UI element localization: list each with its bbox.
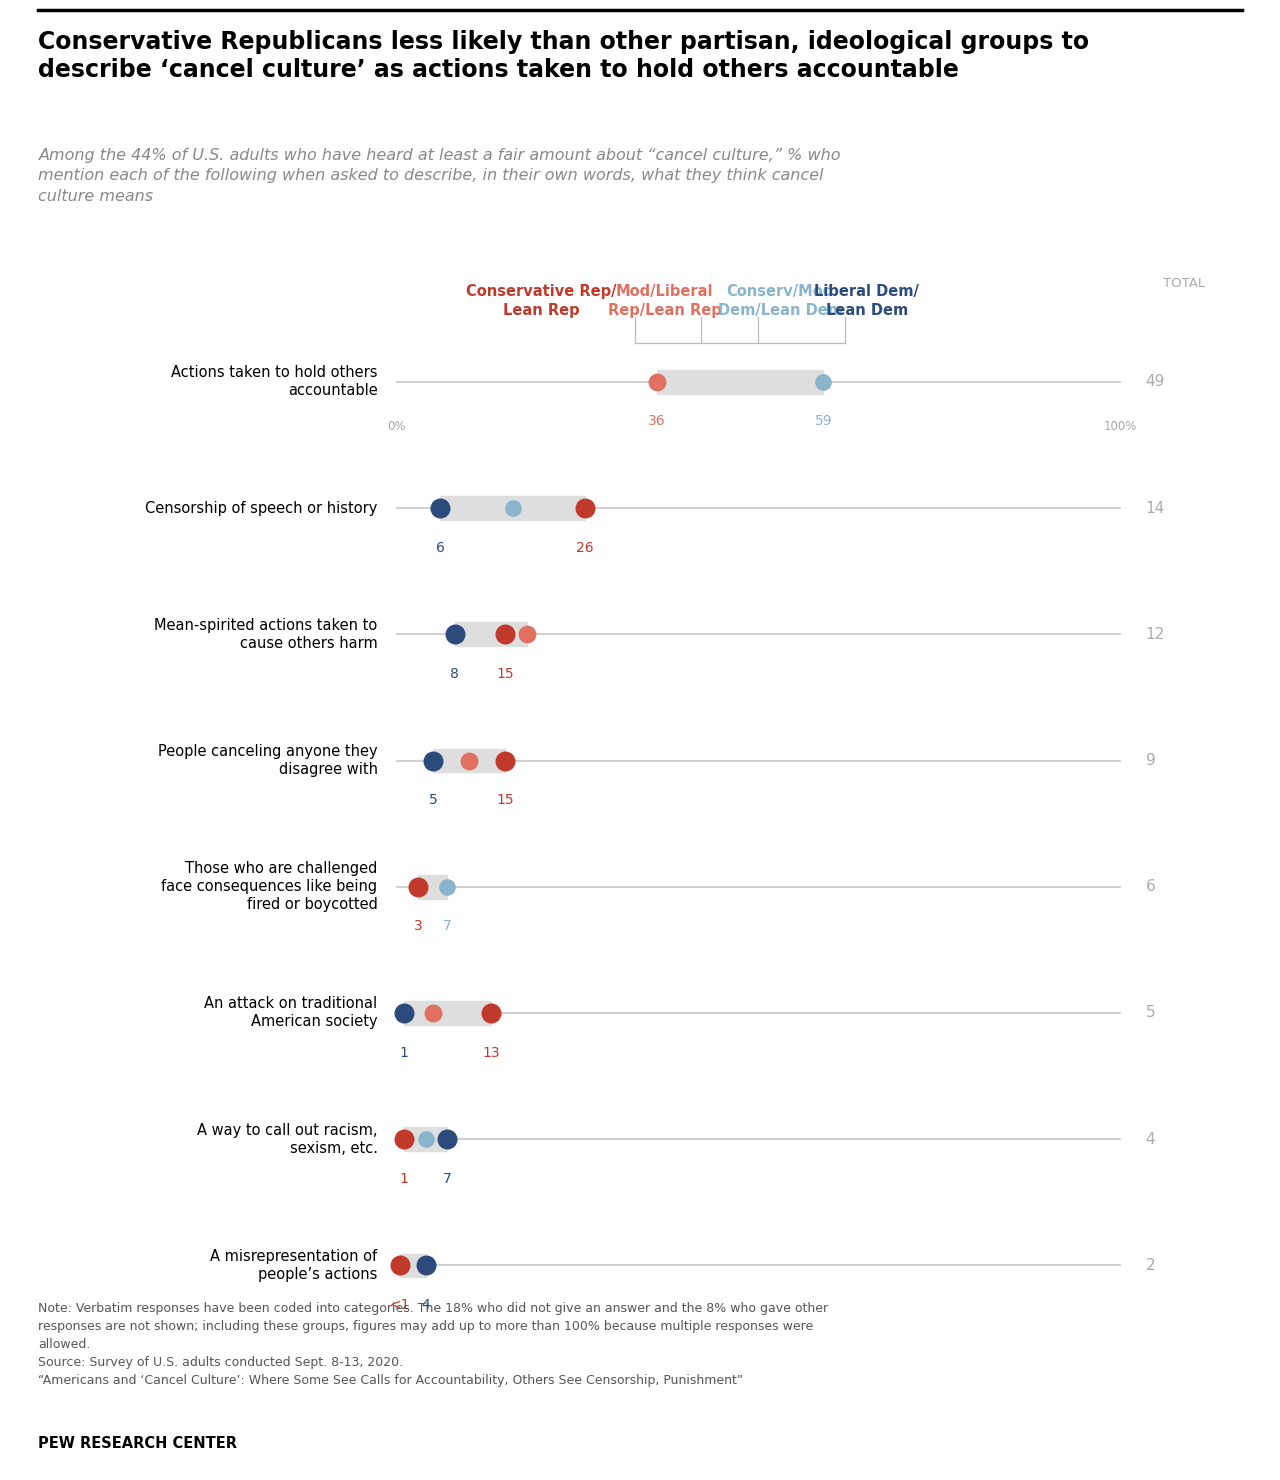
Point [416,1128,436,1151]
Bar [404,1128,448,1151]
Text: A way to call out racism,
sexism, etc.: A way to call out racism, sexism, etc. [197,1123,378,1156]
Text: 14: 14 [1146,500,1165,515]
Text: 12: 12 [1146,628,1165,642]
Text: 8: 8 [451,667,460,681]
Text: Note: Verbatim responses have been coded into categories. The 18% who did not gi: Note: Verbatim responses have been coded… [38,1302,828,1387]
Text: 26: 26 [576,540,594,555]
Text: 5: 5 [1146,1005,1156,1020]
Point [444,623,465,647]
Point [389,1254,410,1277]
Text: 6: 6 [435,540,444,555]
Point [430,496,451,519]
Text: PEW RESEARCH CENTER: PEW RESEARCH CENTER [38,1436,237,1450]
Text: Mod/Liberal
Rep/Lean Rep: Mod/Liberal Rep/Lean Rep [608,284,721,318]
Text: 3: 3 [415,919,422,934]
Text: TOTAL: TOTAL [1164,277,1204,290]
Text: 49: 49 [1146,374,1165,389]
Text: 4: 4 [421,1298,430,1311]
Point [502,496,522,519]
Text: Mean-spirited actions taken to
cause others harm: Mean-spirited actions taken to cause oth… [155,617,378,651]
Text: 9: 9 [1146,753,1156,768]
Text: 4: 4 [1146,1132,1156,1147]
Text: 13: 13 [483,1045,499,1060]
Text: 7: 7 [443,1172,452,1185]
Point [460,749,480,773]
Text: 2: 2 [1146,1258,1156,1273]
Text: 15: 15 [497,793,515,807]
Point [408,875,429,898]
Point [495,623,516,647]
Text: <1: <1 [389,1298,410,1311]
Text: A misrepresentation of
people’s actions: A misrepresentation of people’s actions [210,1249,378,1282]
Text: 0%: 0% [388,420,406,434]
Text: People canceling anyone they
disagree with: People canceling anyone they disagree wi… [157,744,378,777]
Text: 100%: 100% [1103,420,1137,434]
Text: 1: 1 [399,1172,408,1185]
Point [438,1128,458,1151]
Point [495,749,516,773]
Text: Conservative Rep/
Lean Rep: Conservative Rep/ Lean Rep [466,284,617,318]
Point [646,370,667,394]
Text: An attack on traditional
American society: An attack on traditional American societ… [205,996,378,1030]
Text: Among the 44% of U.S. adults who have heard at least a fair amount about “cancel: Among the 44% of U.S. adults who have he… [38,148,841,204]
Point [575,496,595,519]
Text: 7: 7 [443,919,452,934]
Point [394,1128,415,1151]
Text: 1: 1 [399,1045,408,1060]
Point [517,623,538,647]
Text: Liberal Dem/
Lean Dem: Liberal Dem/ Lean Dem [814,284,919,318]
Bar [657,370,823,394]
Bar [454,623,527,647]
Point [813,370,833,394]
Text: 15: 15 [497,667,515,681]
Point [394,1000,415,1024]
Point [480,1000,500,1024]
Bar [399,1254,426,1277]
Bar [440,496,585,519]
Point [438,875,458,898]
Point [422,749,443,773]
Bar [433,749,506,773]
Bar [404,1000,490,1024]
Text: Actions taken to hold others
accountable: Actions taken to hold others accountable [172,366,378,398]
Text: 5: 5 [429,793,438,807]
Text: 6: 6 [1146,879,1156,894]
Point [416,1254,436,1277]
Text: 36: 36 [649,414,666,428]
Text: Those who are challenged
face consequences like being
fired or boycotted: Those who are challenged face consequenc… [161,861,378,912]
Point [422,1000,443,1024]
Text: Censorship of speech or history: Censorship of speech or history [145,500,378,515]
Text: Conserv/Mod
Dem/Lean Dem: Conserv/Mod Dem/Lean Dem [718,284,842,318]
Text: 59: 59 [814,414,832,428]
Bar [419,875,448,898]
Text: Conservative Republicans less likely than other partisan, ideological groups to
: Conservative Republicans less likely tha… [38,30,1089,83]
